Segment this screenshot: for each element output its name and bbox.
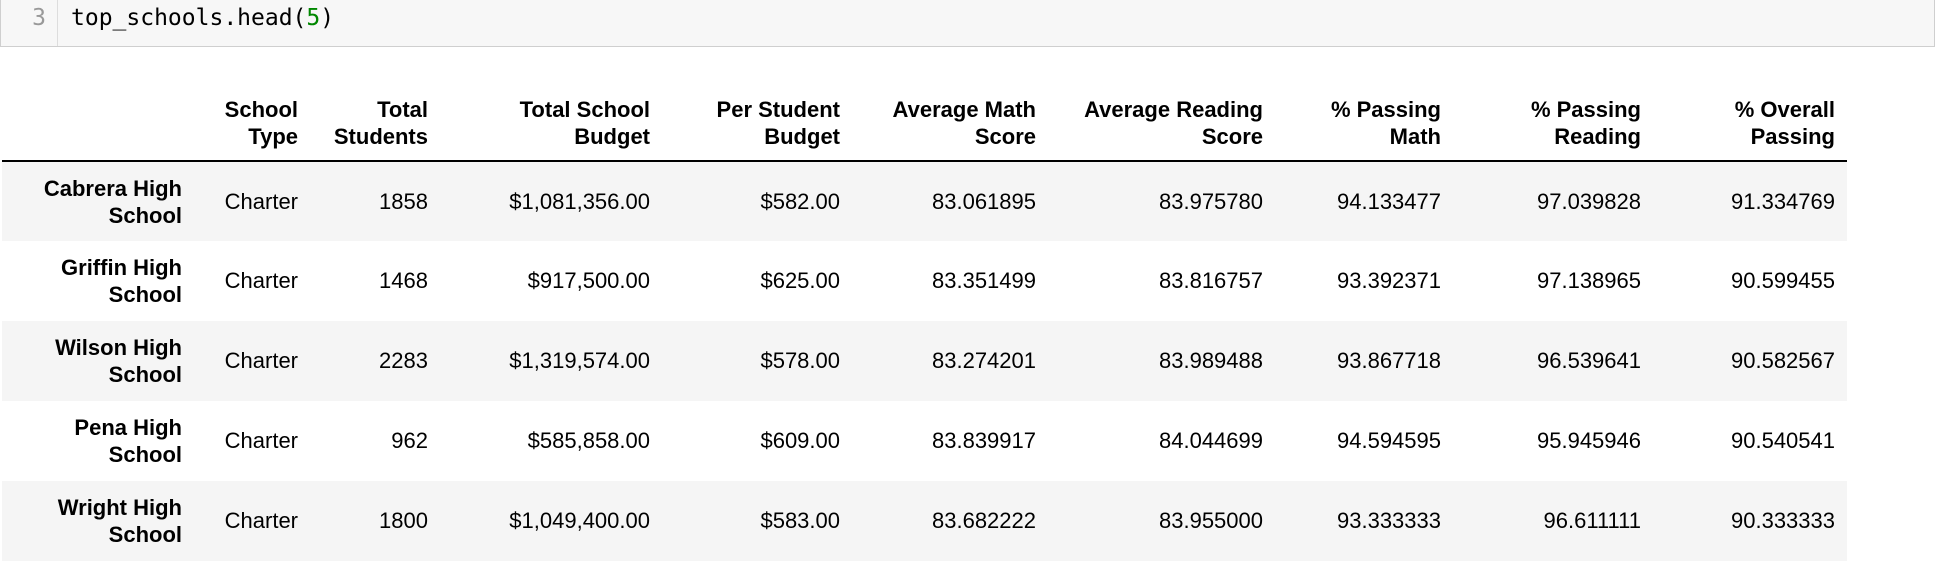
table-cell: $917,500.00: [527, 268, 650, 293]
table-cell: 96.539641: [1537, 348, 1641, 373]
row-index-label: Wilson High School: [55, 335, 182, 387]
column-header: Total Students: [310, 92, 440, 162]
table-cell: 97.138965: [1537, 268, 1641, 293]
table-cell: $583.00: [760, 508, 840, 533]
table-cell: Charter: [224, 348, 298, 373]
table-cell: 93.867718: [1337, 348, 1441, 373]
code-prefix: top_schools.head(: [71, 5, 307, 31]
table-cell: Charter: [224, 268, 298, 293]
table-cell: 2283: [379, 348, 428, 373]
code-line[interactable]: top_schools.head(5): [71, 5, 334, 31]
table-cell: 93.392371: [1337, 268, 1441, 293]
column-header: % Passing Reading: [1453, 92, 1653, 162]
column-header: School Type: [194, 92, 310, 162]
column-header: Total School Budget: [440, 92, 662, 162]
row-index-label: Griffin High School: [61, 255, 182, 307]
code-argument: 5: [306, 5, 321, 31]
row-index-label: Wright High School: [57, 495, 182, 547]
table-cell: $578.00: [760, 348, 840, 373]
table-cell: 90.333333: [1731, 508, 1835, 533]
table-cell: 84.044699: [1159, 428, 1263, 453]
table-cell: 83.682222: [932, 508, 1036, 533]
table-row: Griffin High School Charter 1468 $917,50…: [2, 241, 1847, 321]
table-cell: 91.334769: [1731, 188, 1835, 214]
table-cell: 1800: [379, 508, 428, 533]
table-cell: 83.816757: [1159, 268, 1263, 293]
column-header: Average Math Score: [852, 92, 1048, 162]
column-header: Average Reading Score: [1048, 92, 1275, 162]
table-cell: 962: [391, 428, 428, 453]
table-row: Wright High School Charter 1800 $1,049,4…: [2, 481, 1847, 561]
table-cell: $585,858.00: [527, 428, 650, 453]
column-header: % Passing Math: [1275, 92, 1453, 162]
table-cell: 94.133477: [1337, 188, 1441, 214]
table-cell: 93.333333: [1337, 508, 1441, 533]
cell-output: School Type Total Students Total School …: [2, 92, 1847, 561]
table-cell: 83.955000: [1159, 508, 1263, 533]
table-cell: 83.839917: [932, 428, 1036, 453]
table-cell: $625.00: [760, 268, 840, 293]
table-cell: 90.540541: [1731, 428, 1835, 453]
table-row: Wilson High School Charter 2283 $1,319,5…: [2, 321, 1847, 401]
table-cell: $1,049,400.00: [509, 508, 650, 533]
table-cell: 83.061895: [932, 188, 1036, 214]
header-row: School Type Total Students Total School …: [2, 92, 1847, 162]
table-cell: 95.945946: [1537, 428, 1641, 453]
code-cell-input[interactable]: 3 top_schools.head(5): [0, 0, 1935, 47]
table-cell: 1858: [379, 188, 428, 214]
table-cell: Charter: [224, 188, 298, 214]
table-row: Pena High School Charter 962 $585,858.00…: [2, 401, 1847, 481]
table-cell: 96.611111: [1543, 508, 1641, 533]
table-cell: 83.989488: [1159, 348, 1263, 373]
table-cell: $1,319,574.00: [509, 348, 650, 373]
index-header: [2, 92, 194, 162]
dataframe-table: School Type Total Students Total School …: [2, 92, 1847, 561]
table-cell: Charter: [224, 428, 298, 453]
table-cell: 90.599455: [1731, 268, 1835, 293]
table-cell: 83.274201: [932, 348, 1036, 373]
table-cell: 1468: [379, 268, 428, 293]
table-cell: 90.582567: [1731, 348, 1835, 373]
code-suffix: ): [320, 5, 335, 31]
line-number: 3: [32, 5, 46, 31]
table-cell: 83.975780: [1159, 188, 1263, 214]
column-header: Per Student Budget: [662, 92, 852, 162]
table-cell: 83.351499: [932, 268, 1036, 293]
line-gutter: 3: [1, 0, 58, 46]
table-cell: 94.594595: [1337, 428, 1441, 453]
row-index-label: Pena High School: [74, 415, 182, 467]
row-index-label: Cabrera High School: [43, 175, 182, 228]
table-cell: $609.00: [760, 428, 840, 453]
table-cell: 97.039828: [1537, 188, 1641, 214]
table-cell: Charter: [224, 508, 298, 533]
table-cell: $582.00: [760, 188, 840, 214]
table-row: Cabrera High School Charter 1858 $1,081,…: [2, 161, 1847, 241]
column-header: % Overall Passing: [1653, 92, 1847, 162]
table-cell: $1,081,356.00: [509, 188, 650, 214]
